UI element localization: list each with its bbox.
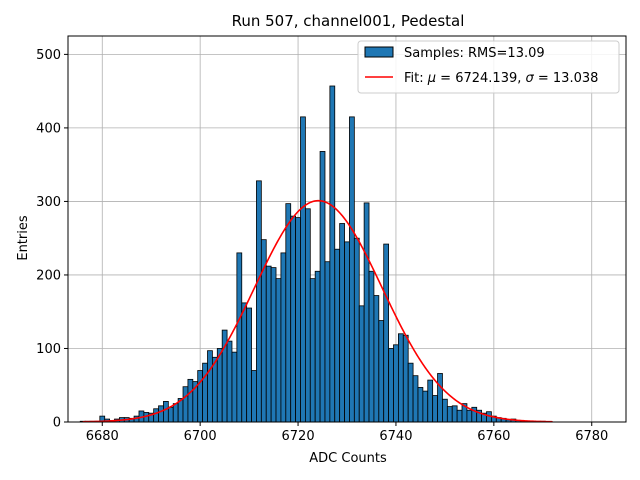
histogram-bar — [187, 378, 194, 423]
histogram-bar — [280, 252, 287, 423]
plot-frame — [67, 35, 627, 423]
x-axis-title: ADC Counts — [309, 451, 387, 466]
histogram-bar — [256, 180, 262, 423]
histogram-bar — [226, 340, 233, 423]
histogram-bar — [153, 408, 159, 423]
histogram-bar — [251, 370, 257, 423]
histogram-bar — [422, 390, 429, 423]
histogram-bar — [270, 267, 277, 423]
histogram-bar — [363, 202, 370, 423]
histogram-bar — [324, 261, 331, 423]
x-tick-label: 6680 — [86, 429, 119, 444]
histogram-bar — [211, 356, 218, 423]
histogram-bar — [202, 362, 208, 423]
histogram-bar — [172, 403, 179, 423]
histogram-bar — [388, 348, 394, 423]
histogram-bar — [295, 217, 301, 423]
histogram-bar — [158, 405, 164, 423]
histogram-bar — [397, 333, 404, 423]
histogram-bar — [378, 320, 385, 423]
histogram-bar — [304, 208, 311, 423]
histogram-bar — [163, 401, 169, 423]
histogram-bar — [275, 278, 282, 423]
chart-title: Run 507, channel001, Pedestal — [232, 12, 465, 30]
histogram-bar — [339, 223, 345, 423]
y-tick-label: 500 — [36, 48, 61, 63]
histogram-bar — [407, 362, 414, 423]
histogram-bar — [451, 405, 458, 423]
y-axis-ticks: 0 100 200 300 400 500 — [36, 48, 68, 431]
x-tick-label: 6720 — [282, 429, 315, 444]
histogram-bar — [300, 116, 306, 423]
histogram-bar — [265, 265, 272, 423]
histogram-bar — [427, 379, 434, 423]
histogram-bar — [290, 215, 297, 423]
y-tick-label: 400 — [36, 121, 61, 136]
histogram-bar — [349, 116, 355, 423]
histogram-bar — [432, 395, 438, 423]
histogram-bar — [412, 375, 419, 423]
fit-layer — [82, 199, 553, 423]
histogram-bar — [402, 334, 409, 423]
histogram-bar — [383, 243, 390, 423]
histogram-bar — [167, 406, 174, 423]
histogram-bar — [466, 409, 473, 423]
histogram-bar — [197, 370, 204, 423]
histogram-bar — [231, 351, 238, 423]
y-tick-label: 0 — [53, 416, 61, 431]
histogram-bar — [437, 373, 443, 423]
legend-fit-label: Fit: μ = 6724.139, σ = 13.038 — [404, 71, 598, 86]
histogram-bar — [207, 350, 213, 423]
histogram-bar — [236, 252, 243, 423]
x-tick-label: 6740 — [379, 429, 412, 444]
x-tick-label: 6700 — [184, 429, 217, 444]
y-axis-title: Entries — [16, 215, 31, 261]
legend-frame — [357, 40, 620, 94]
legend-bars-swatch — [364, 46, 394, 58]
histogram-bar — [442, 398, 448, 423]
y-tick-label: 200 — [36, 268, 61, 283]
y-tick-label: 300 — [36, 195, 61, 210]
y-tick-label: 100 — [36, 342, 61, 357]
histogram-bar — [182, 386, 189, 423]
histogram-bar — [446, 406, 453, 423]
legend: Samples: RMS=13.09 Fit: μ = 6724.139, σ … — [357, 40, 620, 94]
histogram-bar — [393, 344, 399, 423]
x-tick-label: 6780 — [575, 429, 608, 444]
histogram-bar — [417, 387, 424, 423]
histogram-bar — [368, 270, 375, 423]
histogram-bar — [456, 409, 463, 423]
histogram-bar — [319, 151, 326, 423]
histogram-bar — [314, 270, 321, 423]
x-axis-ticks: 6680 6700 6720 6740 6760 6780 — [86, 422, 608, 444]
x-tick-label: 6760 — [477, 429, 510, 444]
gaussian-fit-curve — [82, 199, 553, 423]
histogram-bar — [285, 203, 292, 423]
histogram-bar — [358, 305, 365, 423]
histogram-bar — [241, 302, 248, 423]
histogram-bar — [373, 295, 380, 423]
histogram-bar — [216, 348, 223, 423]
histogram-bar — [353, 237, 360, 423]
legend-bars-label: Samples: RMS=13.09 — [404, 46, 545, 61]
histogram-bar — [309, 278, 316, 423]
histogram-bar — [246, 307, 252, 423]
histogram-bars — [79, 85, 546, 423]
histogram-bar — [344, 241, 350, 423]
histogram-bar — [334, 248, 341, 423]
histogram-bar — [329, 85, 336, 423]
